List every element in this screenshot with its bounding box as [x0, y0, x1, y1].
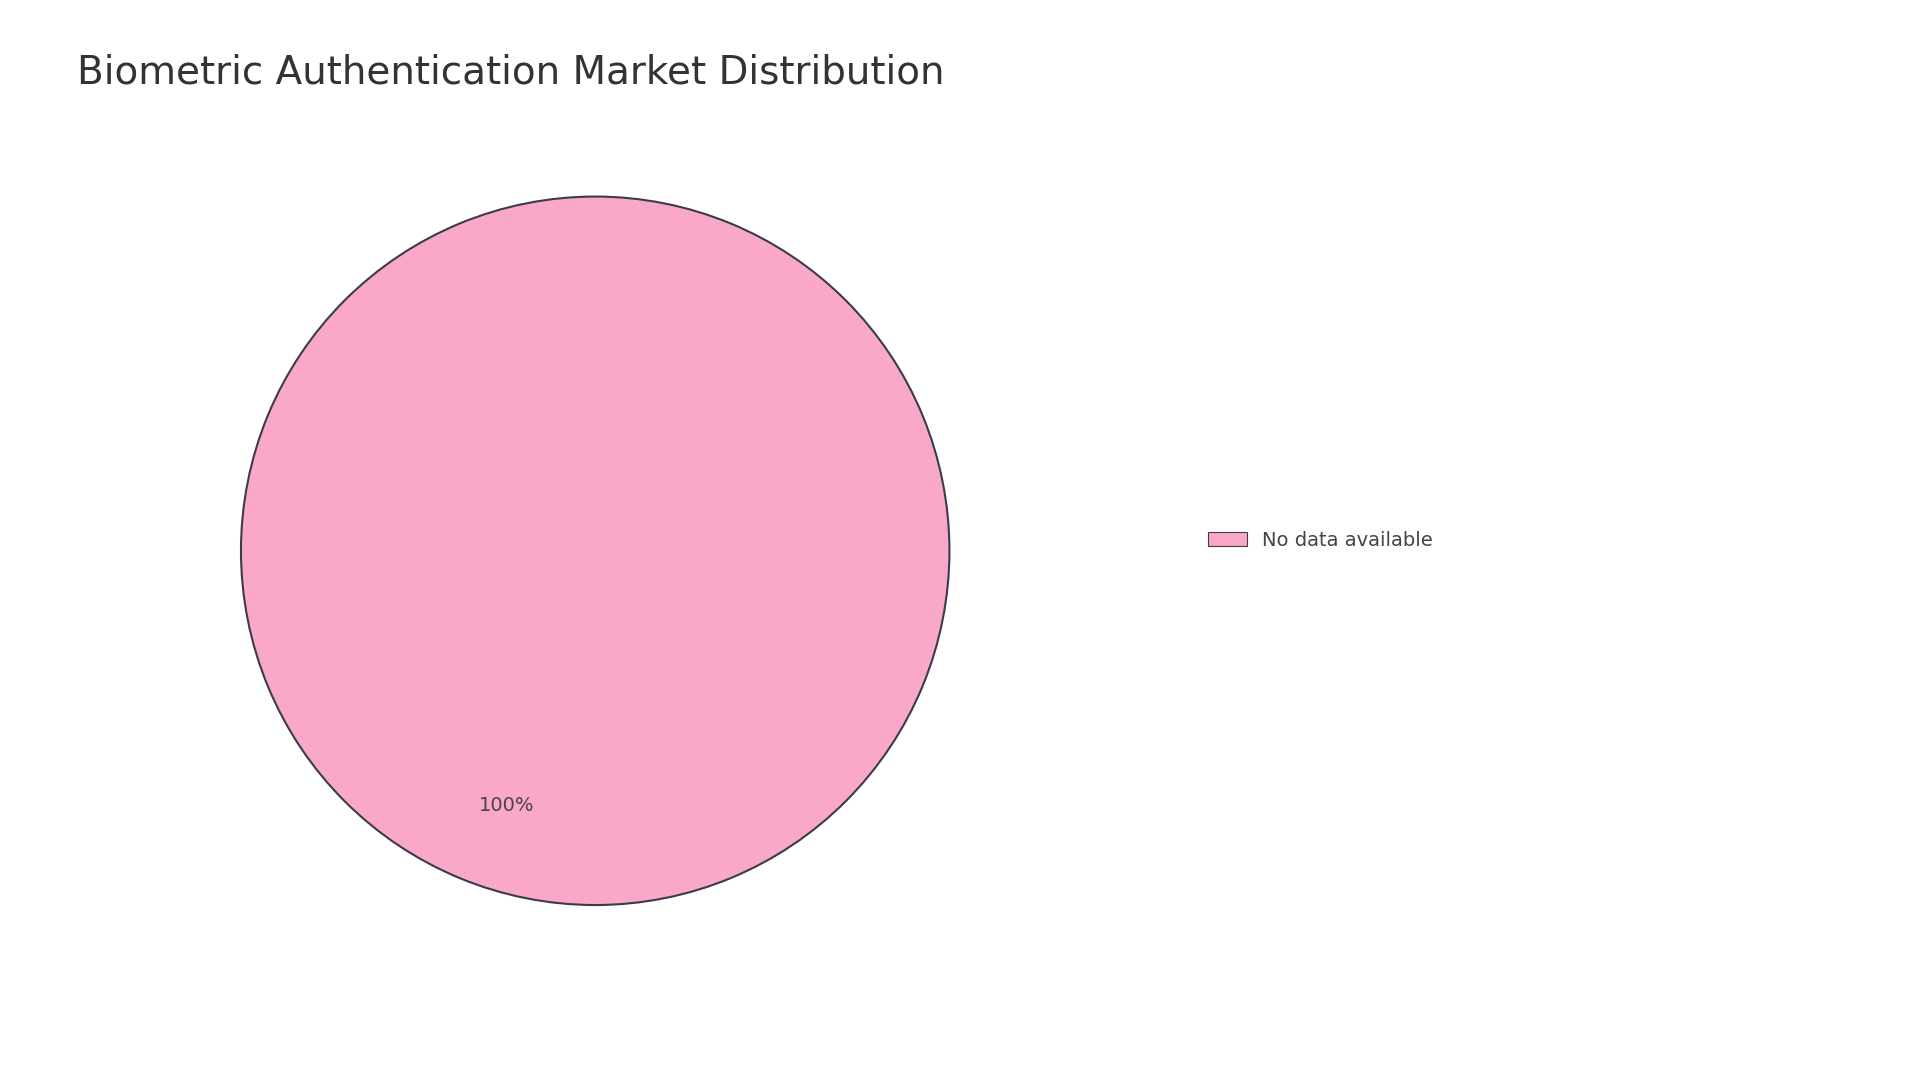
Wedge shape [242, 197, 948, 905]
Text: Biometric Authentication Market Distribution: Biometric Authentication Market Distribu… [77, 54, 945, 92]
Legend: No data available: No data available [1200, 523, 1440, 557]
Text: 100%: 100% [478, 796, 534, 815]
